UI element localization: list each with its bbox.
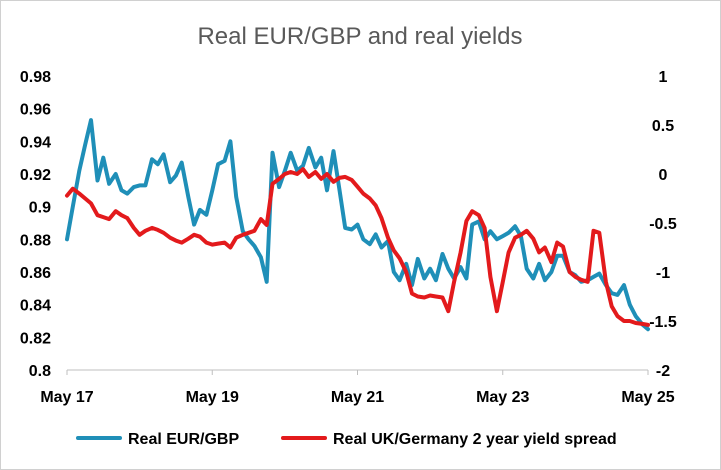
left-tick-label: 0.88 — [20, 232, 51, 249]
x-axis-ticks: May 17 May 19 May 21 May 23 May 25 — [40, 389, 674, 406]
legend: Real EUR/GBP Real UK/Germany 2 year yield… — [76, 431, 617, 448]
right-axis-ticks: 1 0.5 0 -0.5 -1 -1.5 -2 — [649, 69, 677, 380]
chart-title: Real EUR/GBP and real yields — [197, 23, 522, 50]
right-tick-label: -1.5 — [649, 314, 677, 331]
right-tick-label: 1 — [659, 69, 668, 86]
left-tick-label: 0.92 — [20, 167, 51, 184]
x-axis — [66, 369, 649, 375]
series-layer — [65, 118, 650, 332]
legend-label: Real EUR/GBP — [128, 431, 239, 448]
x-tick-label: May 21 — [331, 389, 384, 406]
right-tick-label: 0 — [659, 167, 668, 184]
right-tick-label: -2 — [656, 363, 670, 380]
left-tick-label: 0.8 — [29, 363, 51, 380]
right-tick-label: 0.5 — [652, 118, 674, 135]
x-tick-label: May 23 — [476, 389, 529, 406]
series-line-real-eur-gbp — [65, 118, 650, 332]
left-tick-label: 0.96 — [20, 102, 51, 119]
right-tick-label: -1 — [656, 265, 670, 282]
x-tick-label: May 17 — [40, 389, 93, 406]
x-tick-label: May 19 — [186, 389, 239, 406]
left-tick-label: 0.86 — [20, 265, 51, 282]
left-axis-ticks: 0.8 0.82 0.84 0.86 0.88 0.9 0.92 0.94 0.96 0.98 — [20, 69, 51, 380]
legend-label: Real UK/Germany 2 year yield spread — [333, 431, 617, 448]
left-tick-label: 0.84 — [20, 298, 51, 315]
left-tick-label: 0.94 — [20, 134, 51, 151]
left-tick-label: 0.98 — [20, 69, 51, 86]
left-tick-label: 0.82 — [20, 330, 51, 347]
right-tick-label: -0.5 — [649, 216, 677, 233]
x-tick-label: May 25 — [621, 389, 674, 406]
series-line-real-uk-germany-spread — [65, 167, 650, 327]
left-tick-label: 0.9 — [29, 200, 51, 217]
